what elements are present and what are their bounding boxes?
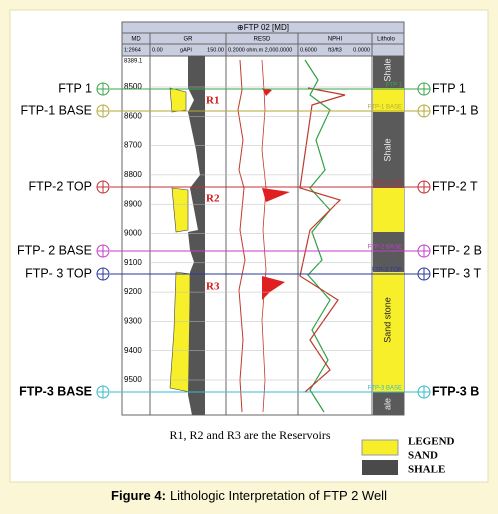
track-scale: 0.0000	[353, 47, 370, 53]
top-label-inner: FTP-2 TOP	[372, 181, 402, 187]
gr-shale-fill	[188, 56, 205, 415]
shale-interval	[373, 392, 404, 415]
track-scale: 0.00	[152, 47, 163, 53]
track-scale: 0.6000	[300, 47, 317, 53]
resd-curve	[237, 59, 246, 413]
top-label-right: FTP- 3 T	[432, 266, 481, 280]
top-label-inner: FTP 1	[386, 83, 403, 89]
top-label-right: FTP 1	[432, 81, 466, 95]
track-scale: ft3/ft3	[328, 47, 342, 53]
top-marker-cross	[418, 181, 430, 193]
legend-item: SHALE	[408, 464, 445, 476]
gr-sand-fill	[171, 187, 189, 233]
top-label-left: FTP-1 BASE	[20, 103, 92, 117]
top-marker-cross	[97, 268, 109, 280]
top-marker-cross	[418, 386, 430, 398]
depth-label: 9000	[124, 229, 142, 238]
track-name: RESD	[254, 37, 271, 43]
log-title: ⊕FTP 02 [MD]	[237, 23, 289, 32]
resd-peak	[262, 88, 290, 300]
reservoir-label: R2	[206, 193, 220, 205]
top-marker-cross	[418, 268, 430, 280]
reservoir-note: R1, R2 and R3 are the Reservoirs	[170, 428, 331, 442]
sand-interval	[373, 188, 404, 232]
track-dividers	[149, 33, 373, 415]
depth-label: 9200	[124, 287, 142, 296]
legend-item: SAND	[408, 450, 438, 462]
top-label-left: FTP- 2 BASE	[17, 243, 92, 257]
depth-label: 9400	[124, 346, 142, 355]
shale-interval	[373, 112, 404, 188]
top-marker-cross	[418, 105, 430, 117]
sand-interval	[373, 88, 404, 112]
legend-swatch-sand	[361, 439, 399, 456]
reservoir-label: R1	[206, 95, 219, 107]
top-label-right: FTP-1 B	[432, 103, 479, 117]
sand-interval	[373, 272, 404, 392]
track-scale: 150.00	[207, 47, 224, 53]
top-label-right: FTP- 2 B	[432, 243, 482, 257]
lithology-label: Sand stone	[382, 297, 392, 343]
top-label-left: FTP-3 BASE	[19, 384, 92, 398]
top-marker-cross	[97, 386, 109, 398]
top-label-inner: FTP-2 BASE	[368, 245, 402, 251]
gr-sand-fill	[169, 87, 187, 113]
top-label-inner: FTP-1 BASE	[368, 105, 402, 111]
top-marker-cross	[418, 83, 430, 95]
resd-curve	[261, 59, 267, 413]
depth-label: 8389.1	[124, 59, 143, 65]
legend-swatch-shale	[362, 460, 398, 475]
lithology-label: Shale	[382, 138, 392, 161]
depth-label: 8600	[124, 111, 142, 120]
legend-title: LEGEND	[408, 436, 455, 448]
depth-label: 8900	[124, 199, 142, 208]
shale-interval	[373, 232, 404, 272]
track-name: GR	[184, 37, 194, 43]
top-marker-cross	[97, 105, 109, 117]
top-label-inner: FTP-3 BASE	[368, 386, 402, 392]
top-label-left: FTP-2 TOP	[29, 179, 92, 193]
top-marker-cross	[418, 245, 430, 257]
caption-text: Lithologic Interpretation of FTP 2 Well	[170, 488, 387, 503]
track-scale: 1:2964	[124, 47, 141, 53]
depth-label: 8800	[124, 170, 142, 179]
top-marker-cross	[97, 83, 109, 95]
shale-interval	[373, 56, 404, 88]
depth-label: 8700	[124, 141, 142, 150]
top-marker-cross	[97, 181, 109, 193]
depth-label: 9300	[124, 317, 142, 326]
track-name: NPHI	[328, 37, 343, 43]
track-name: Litholo	[377, 37, 395, 43]
top-label-left: FTP- 3 TOP	[25, 266, 92, 280]
top-label-left: FTP 1	[58, 81, 92, 95]
lithology-label: ale	[382, 398, 392, 410]
caption-label: Figure 4:	[111, 488, 166, 503]
depth-label: 9100	[124, 258, 142, 267]
top-label-right: FTP-2 T	[432, 179, 478, 193]
lithology-label: Shale	[382, 58, 392, 81]
nphi-curve	[299, 87, 346, 393]
top-marker-cross	[97, 245, 109, 257]
lithology-column	[373, 56, 404, 415]
depth-label: 9500	[124, 375, 142, 384]
track-name: MD	[131, 37, 141, 43]
reservoir-label: R3	[206, 281, 220, 293]
track-scale: 0.2000 ohm.m 2,000.0000	[228, 47, 292, 53]
log-header	[121, 21, 405, 57]
top-label-inner: FTP-3 TOP	[372, 268, 402, 274]
top-label-right: FTP-3 B	[432, 384, 479, 398]
track-scale: gAPI	[180, 47, 192, 53]
figure-caption: Figure 4: Lithologic Interpretation of FT…	[111, 488, 387, 503]
depth-label: 8500	[124, 82, 142, 91]
